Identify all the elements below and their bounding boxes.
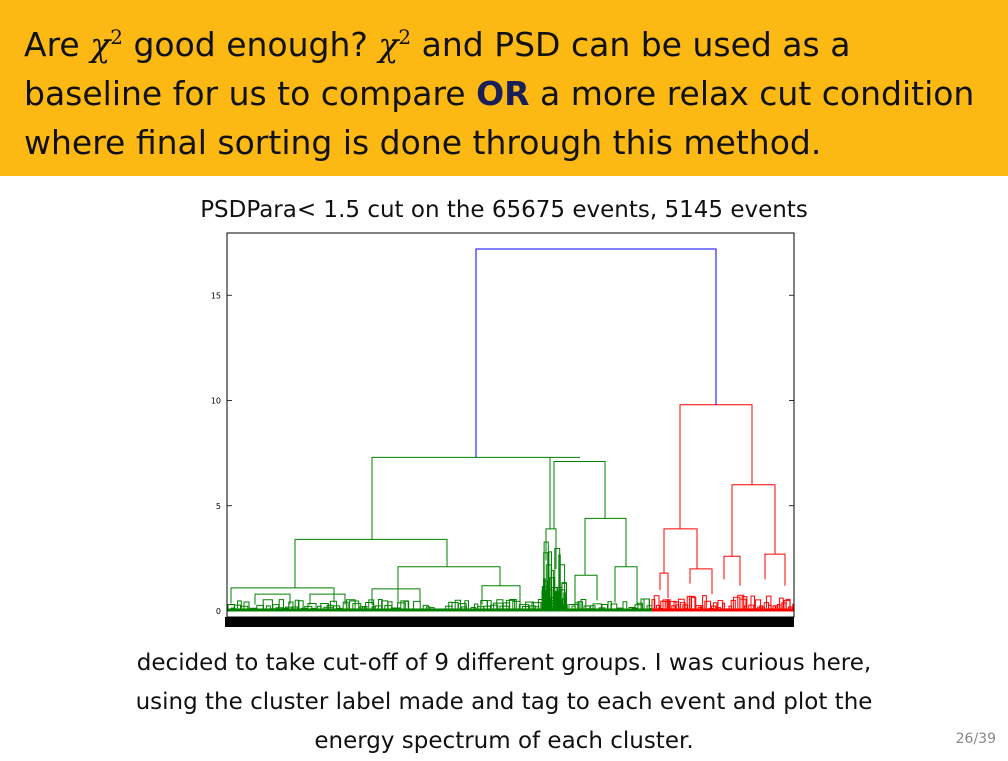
dendrogram-link bbox=[575, 575, 597, 602]
y-tick-label: 5 bbox=[216, 502, 221, 511]
dendrogram-link bbox=[295, 539, 447, 587]
caption-line-3: energy spectrum of each cluster. bbox=[60, 722, 948, 761]
caption-line-2: using the cluster label made and tag to … bbox=[60, 683, 948, 722]
y-tick-label: 15 bbox=[211, 291, 221, 300]
dendrogram-link bbox=[690, 569, 712, 594]
dendrogram-link bbox=[398, 567, 500, 603]
dendrogram-link bbox=[231, 588, 334, 604]
plot-frame bbox=[227, 233, 794, 617]
leaf-label-band bbox=[225, 617, 794, 627]
dendrogram-link bbox=[765, 554, 785, 586]
dendrogram-link bbox=[664, 529, 697, 573]
dendrogram-svg: 0 5 10 15 bbox=[0, 0, 1008, 640]
caption-line-1: decided to take cut-off of 9 different g… bbox=[60, 644, 948, 683]
caption: decided to take cut-off of 9 different g… bbox=[60, 644, 948, 761]
y-tick-label: 0 bbox=[216, 607, 221, 616]
dendrogram-link bbox=[724, 556, 740, 585]
leaf-baseline-red bbox=[652, 608, 793, 611]
dendrogram-chart: 0 5 10 15 bbox=[0, 0, 1008, 644]
dendrogram-link bbox=[372, 457, 550, 539]
dendrogram-link bbox=[615, 567, 637, 605]
page-number: 26/39 bbox=[956, 731, 996, 747]
leaf-baseline-green bbox=[228, 608, 652, 611]
dendrogram-link bbox=[372, 589, 420, 605]
y-tick-label: 10 bbox=[211, 397, 221, 406]
dendrogram-link bbox=[660, 573, 668, 598]
dendrogram-link bbox=[732, 485, 775, 557]
dendrogram-link bbox=[680, 405, 752, 529]
